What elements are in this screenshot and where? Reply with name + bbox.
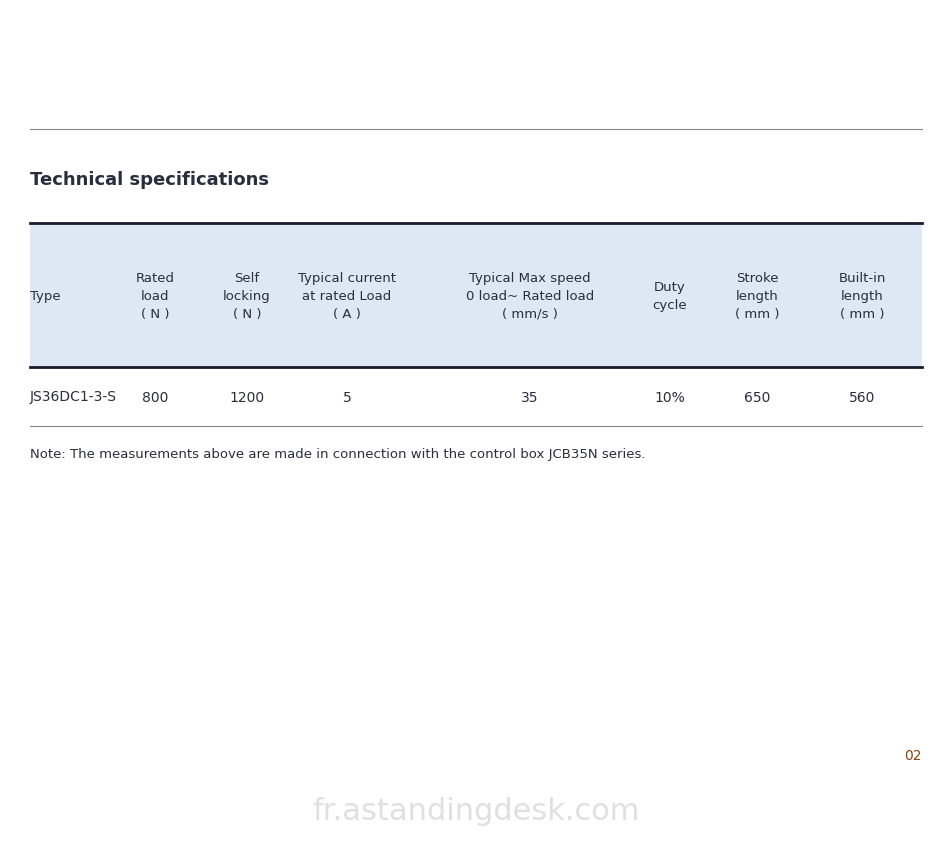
Text: 1200: 1200 xyxy=(229,390,265,404)
Text: 800: 800 xyxy=(142,390,169,404)
Text: Rated
load
( N ): Rated load ( N ) xyxy=(135,271,174,320)
Text: Typical current
at rated Load
( A ): Typical current at rated Load ( A ) xyxy=(298,271,396,320)
Text: 650: 650 xyxy=(744,390,770,404)
Text: Type: Type xyxy=(30,289,61,302)
Text: Typical Max speed
0 load~ Rated load
( mm/s ): Typical Max speed 0 load~ Rated load ( m… xyxy=(466,271,594,320)
Text: 5: 5 xyxy=(343,390,351,404)
Text: Technical specifications: Technical specifications xyxy=(30,170,269,189)
Text: fr.astandingdesk.com: fr.astandingdesk.com xyxy=(312,797,640,826)
Text: Duty
cycle: Duty cycle xyxy=(653,280,687,311)
Text: JS36DC1-3-S: JS36DC1-3-S xyxy=(30,390,117,404)
Text: 560: 560 xyxy=(849,390,875,404)
Text: Stroke
length
( mm ): Stroke length ( mm ) xyxy=(735,271,780,320)
Text: 02: 02 xyxy=(904,748,922,762)
Bar xyxy=(30,224,922,367)
Text: Built-in
length
( mm ): Built-in length ( mm ) xyxy=(839,271,885,320)
Text: Note: The measurements above are made in connection with the control box JCB35N : Note: The measurements above are made in… xyxy=(30,447,645,460)
Text: 35: 35 xyxy=(522,390,539,404)
Text: 10%: 10% xyxy=(655,390,685,404)
Text: Self
locking
( N ): Self locking ( N ) xyxy=(223,271,271,320)
